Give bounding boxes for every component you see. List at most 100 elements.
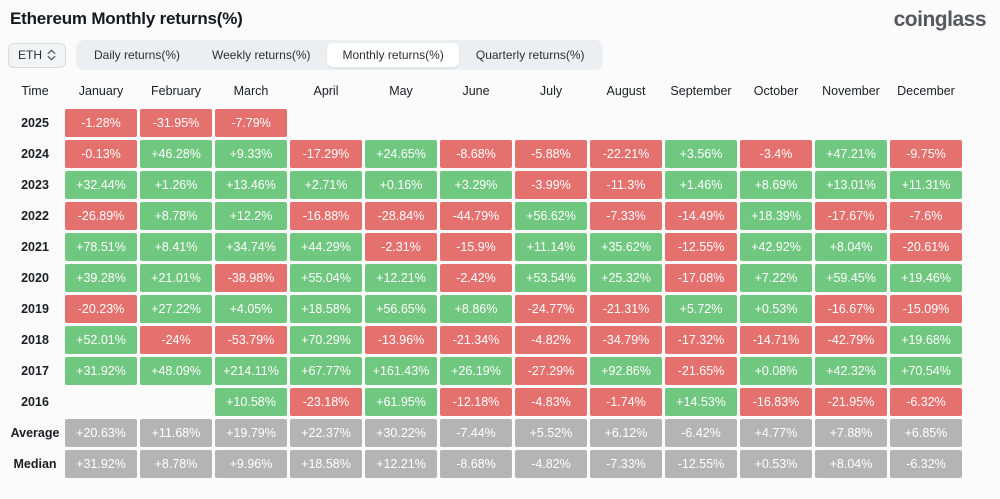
return-cell: +19.79% [215,419,287,447]
empty-cell [815,109,887,137]
column-header: April [313,84,339,98]
return-cell: -16.88% [290,202,362,230]
column-header: July [539,84,563,98]
return-cell: +11.31% [890,171,962,199]
return-cell: -4.83% [515,388,587,416]
return-cell: -7.79% [215,109,287,137]
return-cell: +67.77% [290,357,362,385]
return-cell: +56.62% [515,202,587,230]
return-cell: -24.77% [515,295,587,323]
return-cell: +19.68% [890,326,962,354]
return-cell: +70.29% [290,326,362,354]
return-cell: +44.29% [290,233,362,261]
tab-weekly-returns[interactable]: Weekly returns(%) [212,48,311,62]
column-header: October [753,84,799,98]
return-cell: +32.44% [65,171,137,199]
return-cell: -14.71% [740,326,812,354]
column-header: May [389,84,413,98]
return-cell: +6.12% [590,419,662,447]
return-cell: -5.88% [515,140,587,168]
return-cell: +39.28% [65,264,137,292]
return-cell: +3.29% [440,171,512,199]
return-cell: +47.21% [815,140,887,168]
table-row: 2023 +32.44% +1.26% +13.46% +2.71% +0.16% +3.2… [8,171,962,199]
empty-cell [890,109,962,137]
return-cell: -23.18% [290,388,362,416]
column-header: January [78,84,124,98]
return-cell: -14.49% [665,202,737,230]
return-cell: -16.83% [740,388,812,416]
return-cell: -12.18% [440,388,512,416]
return-cell: +34.74% [215,233,287,261]
return-cell: +8.04% [815,450,887,478]
return-cell: -11.3% [590,171,662,199]
return-cell: -21.34% [440,326,512,354]
row-label: 2025 [21,116,49,130]
row-label: 2021 [21,240,49,254]
row-label: 2019 [21,302,49,316]
return-cell: -2.42% [440,264,512,292]
return-cell: +30.22% [365,419,437,447]
return-cell: -15.9% [440,233,512,261]
return-cell: -22.21% [590,140,662,168]
return-cell: -1.28% [65,109,137,137]
return-cell: +8.04% [815,233,887,261]
empty-cell [590,109,662,137]
empty-cell [665,109,737,137]
column-header: June [462,84,490,98]
coinglass-logo[interactable]: coinglass [893,8,987,31]
return-cell: -0.13% [65,140,137,168]
column-header: August [606,84,646,98]
tab-monthly-returns[interactable]: Monthly returns(%) [327,43,459,67]
return-cell: +4.77% [740,419,812,447]
return-cell: -7.33% [590,202,662,230]
return-cell: -34.79% [590,326,662,354]
return-cell: +4.05% [215,295,287,323]
return-cell: -4.82% [515,326,587,354]
return-cell: +19.46% [890,264,962,292]
return-cell: +8.86% [440,295,512,323]
table-row: 2024 -0.13% +46.28% +9.33% -17.29% +24.65% -8.… [8,140,962,168]
column-header: September [670,84,732,98]
return-cell: -16.67% [815,295,887,323]
tab-daily-returns[interactable]: Daily returns(%) [94,48,181,62]
return-cell: +214.11% [215,357,287,385]
return-cell: +8.78% [140,202,212,230]
empty-cell [140,388,212,416]
row-label: 2022 [21,209,49,223]
table-row: Median +31.92% +8.78% +9.96% +18.58% +12.21% -… [8,450,962,478]
empty-cell [740,109,812,137]
return-cell: +92.86% [590,357,662,385]
return-cell: +22.37% [290,419,362,447]
return-cell: +26.19% [440,357,512,385]
return-cell: -6.42% [665,419,737,447]
return-cell: +9.33% [215,140,287,168]
return-cell: +59.45% [815,264,887,292]
return-cell: +0.16% [365,171,437,199]
return-cell: +42.32% [815,357,887,385]
tab-quarterly-returns[interactable]: Quarterly returns(%) [475,48,585,62]
return-cell: +12.21% [365,264,437,292]
return-cell: -3.99% [515,171,587,199]
return-cell: +10.58% [215,388,287,416]
return-cell: -6.32% [890,450,962,478]
return-cell: +35.62% [590,233,662,261]
return-cell: +70.54% [890,357,962,385]
return-cell: -4.82% [515,450,587,478]
return-cell: +61.95% [365,388,437,416]
return-cell: -8.68% [440,140,512,168]
return-cell: -20.23% [65,295,137,323]
topbar: Ethereum Monthly returns(%) coinglass [0,0,1000,30]
return-cell: +14.53% [665,388,737,416]
row-label: 2024 [21,147,49,161]
return-cell: +1.26% [140,171,212,199]
return-cell: +8.41% [140,233,212,261]
return-cell: +13.01% [815,171,887,199]
return-cell: -2.31% [365,233,437,261]
table-header-row: Time January February March April May June July… [8,80,962,102]
empty-cell [290,109,362,137]
empty-cell [65,388,137,416]
symbol-select[interactable]: ETH [8,42,66,68]
return-cell: +52.01% [65,326,137,354]
row-label: 2020 [21,271,49,285]
